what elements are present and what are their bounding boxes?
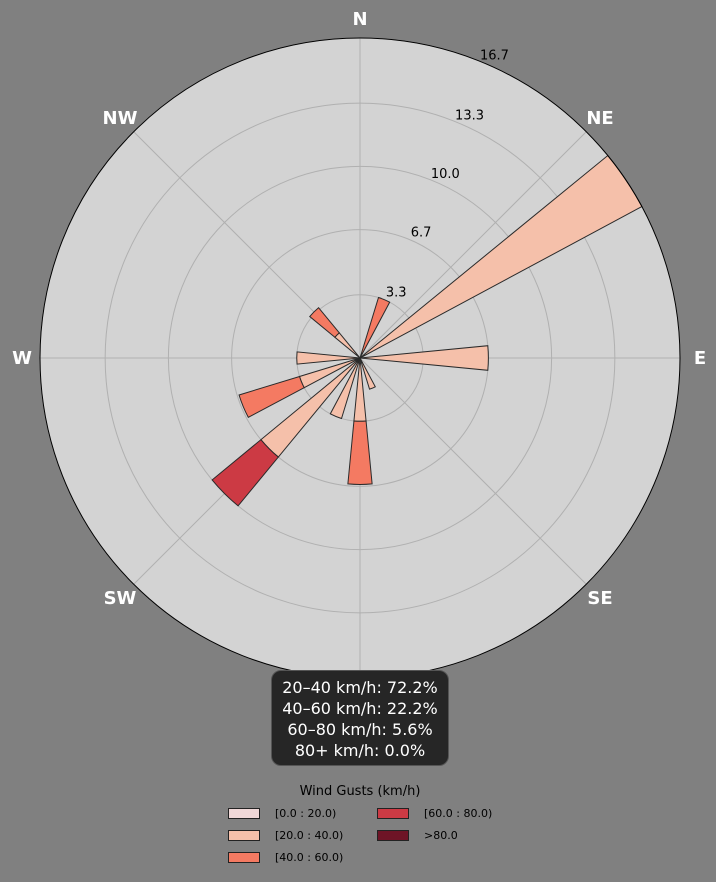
direction-label-ne: NE (586, 108, 613, 129)
summary-line-4: 80+ km/h: 0.0% (294, 741, 426, 760)
summary-line-2: 40–60 km/h: 22.2% (282, 699, 438, 718)
legend: Wind Gusts (km/h) [0.0 : 20.0) [20.0 : 4… (220, 784, 500, 874)
summary-line-3: 60–80 km/h: 5.6% (287, 720, 433, 739)
direction-label-sw: SW (104, 588, 137, 609)
legend-swatch-3 (377, 808, 409, 819)
grid-spoke-1 (359, 131, 587, 359)
legend-swatch-1 (228, 830, 260, 841)
wedge-12-bin-2 (309, 307, 340, 338)
direction-label-e: E (694, 348, 706, 369)
direction-label-n: N (352, 9, 367, 30)
wedge-1-bin-2 (359, 296, 391, 359)
legend-swatch-4 (377, 830, 409, 841)
direction-label-se: SE (587, 588, 612, 609)
wedge-7-bin-2 (347, 420, 373, 485)
grid-spoke-3 (359, 357, 587, 585)
wedge-8-bin-1 (329, 357, 361, 420)
legend-label-1: [20.0 : 40.0) (275, 829, 344, 842)
radial-tick-label-2: 10.0 (431, 167, 460, 182)
legend-title: Wind Gusts (km/h) (299, 784, 421, 799)
radial-tick-label-4: 16.7 (480, 48, 509, 63)
legend-swatch-2 (228, 852, 260, 863)
radial-tick-label-3: 13.3 (455, 109, 484, 124)
wedge-11-bin-1 (296, 351, 361, 365)
wedge-10-bin-2 (238, 375, 305, 419)
wedge-6-bin-1 (359, 357, 376, 390)
direction-label-nw: NW (103, 108, 138, 129)
legend-swatch-0 (228, 808, 260, 819)
legend-label-2: [40.0 : 60.0) (275, 851, 344, 864)
legend-label-4: >80.0 (424, 829, 458, 842)
gust-summary-box: 20–40 km/h: 72.2% 40–60 km/h: 22.2% 60–8… (271, 670, 449, 766)
direction-label-w: W (12, 348, 32, 369)
summary-line-1: 20–40 km/h: 72.2% (282, 678, 438, 697)
radial-tick-label-0: 3.3 (386, 286, 407, 301)
legend-label-0: [0.0 : 20.0) (275, 807, 337, 820)
wedge-9-bin-3 (211, 438, 280, 507)
legend-label-3: [60.0 : 80.0) (424, 807, 493, 820)
wedge-4-bin-1 (359, 345, 489, 371)
radial-tick-label-1: 6.7 (411, 225, 432, 240)
